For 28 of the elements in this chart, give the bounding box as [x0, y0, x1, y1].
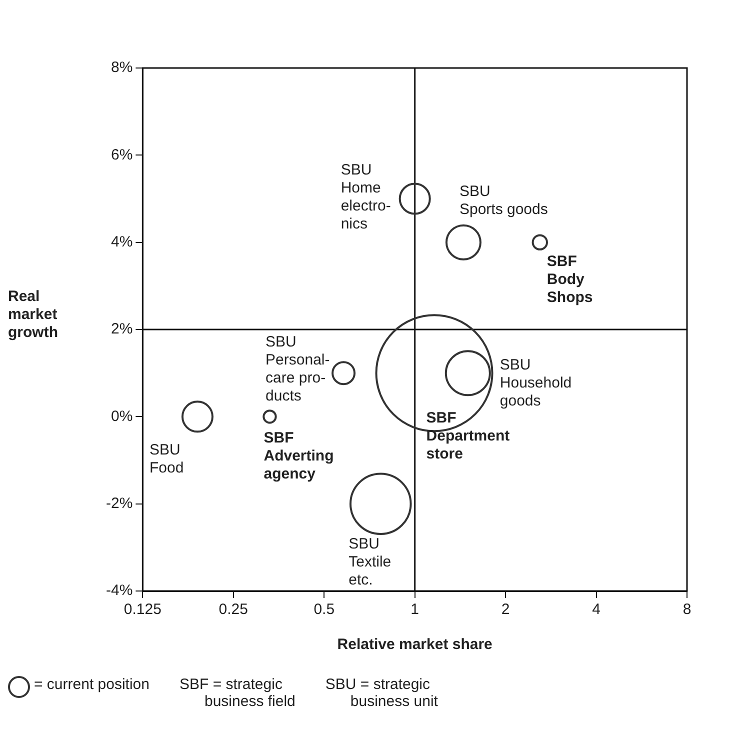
- annotation: SBF Department store: [426, 410, 510, 463]
- x-tick-label: 0.5: [314, 601, 335, 618]
- y-tick-label: 2%: [110, 320, 133, 338]
- annotation: SBU Sports goods: [459, 182, 548, 218]
- x-tick-label: 4: [592, 601, 600, 618]
- y-tick-label: -2%: [106, 494, 133, 512]
- y-tick-label: 0%: [110, 408, 133, 425]
- y-axis-title: Real market growth: [8, 288, 58, 342]
- x-tick-label: 8: [682, 601, 692, 618]
- x-axis-title: Relative market share: [337, 636, 492, 654]
- annotation: SBU Home electro- nics: [340, 161, 391, 232]
- annotation: SBU Textile etc.: [348, 535, 392, 588]
- text: SBF = strategic business field: [179, 676, 296, 710]
- y-tick-label: 4%: [110, 233, 133, 250]
- y-tick-label: 8%: [110, 59, 133, 76]
- x-tick-label: 1: [410, 601, 420, 618]
- annotation: SBU Personal- care pro- ducts: [266, 334, 330, 405]
- x-tick-label: 0.125: [124, 601, 162, 618]
- annotation: SBF Body Shops: [546, 252, 593, 306]
- annotation: SBU Food: [149, 441, 184, 476]
- x-tick-label: 2: [501, 601, 510, 618]
- text: = current position: [34, 676, 150, 693]
- y-tick-label: -4%: [106, 582, 133, 600]
- y-tick-label: 6%: [110, 146, 133, 164]
- text: SBU = strategic business unit: [325, 676, 438, 710]
- annotation: SBF Adverting agency: [264, 429, 334, 482]
- annotation: SBU Household goods: [500, 356, 572, 410]
- x-tick-label: 0.25: [218, 601, 248, 618]
